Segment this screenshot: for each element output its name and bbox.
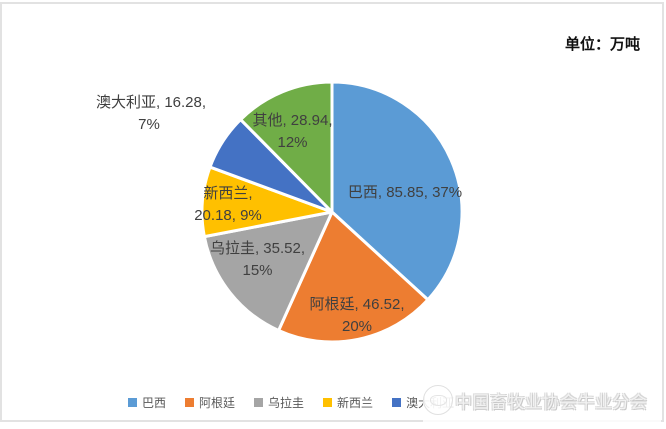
legend-item-argentina: 阿根廷 xyxy=(185,394,235,411)
legend-swatch-icon xyxy=(185,398,195,407)
unit-label: 单位：万吨 xyxy=(564,36,640,53)
watermark-text: 中国畜牧业协会牛业分会 xyxy=(455,392,648,412)
pie-slice-其他 xyxy=(239,80,334,214)
pie-slice-巴西 xyxy=(330,80,464,302)
pie-label-brazil: 巴西, 85.85, 37% xyxy=(347,184,463,201)
legend-swatch-icon xyxy=(392,398,402,407)
legend-swatch-icon xyxy=(254,398,264,407)
legend-swatch-icon xyxy=(128,398,137,407)
legend: 巴西 阿根廷 乌拉圭 新西兰 澳大利亚 xyxy=(128,394,454,411)
pie-label-argentina: 阿根廷, 46.52, 20% xyxy=(309,296,405,335)
cattle-logo-icon xyxy=(423,385,453,415)
watermark: 中国畜牧业协会牛业分会 xyxy=(423,378,661,422)
legend-swatch-icon xyxy=(323,398,333,407)
legend-item-new-zealand: 新西兰 xyxy=(323,394,373,411)
legend-label: 阿根廷 xyxy=(199,396,236,410)
legend-item-uruguay: 乌拉圭 xyxy=(254,394,304,411)
legend-label: 新西兰 xyxy=(337,396,374,410)
legend-label: 乌拉圭 xyxy=(268,396,305,410)
pie-label-australia: 澳大利亚, 16.28, 7% xyxy=(96,94,207,133)
pie-label-uruguay: 乌拉圭, 35.52, 15% xyxy=(209,240,306,279)
pie-slice-乌拉圭 xyxy=(202,210,334,333)
legend-item-brazil: 巴西 xyxy=(128,394,166,411)
pie-slice-阿根廷 xyxy=(277,210,430,344)
pie-label-other: 其他, 28.94, 12% xyxy=(252,112,333,151)
pie-label-new-zealand: 新西兰, 20.18, 9% xyxy=(194,185,262,224)
legend-label: 巴西 xyxy=(142,396,167,410)
